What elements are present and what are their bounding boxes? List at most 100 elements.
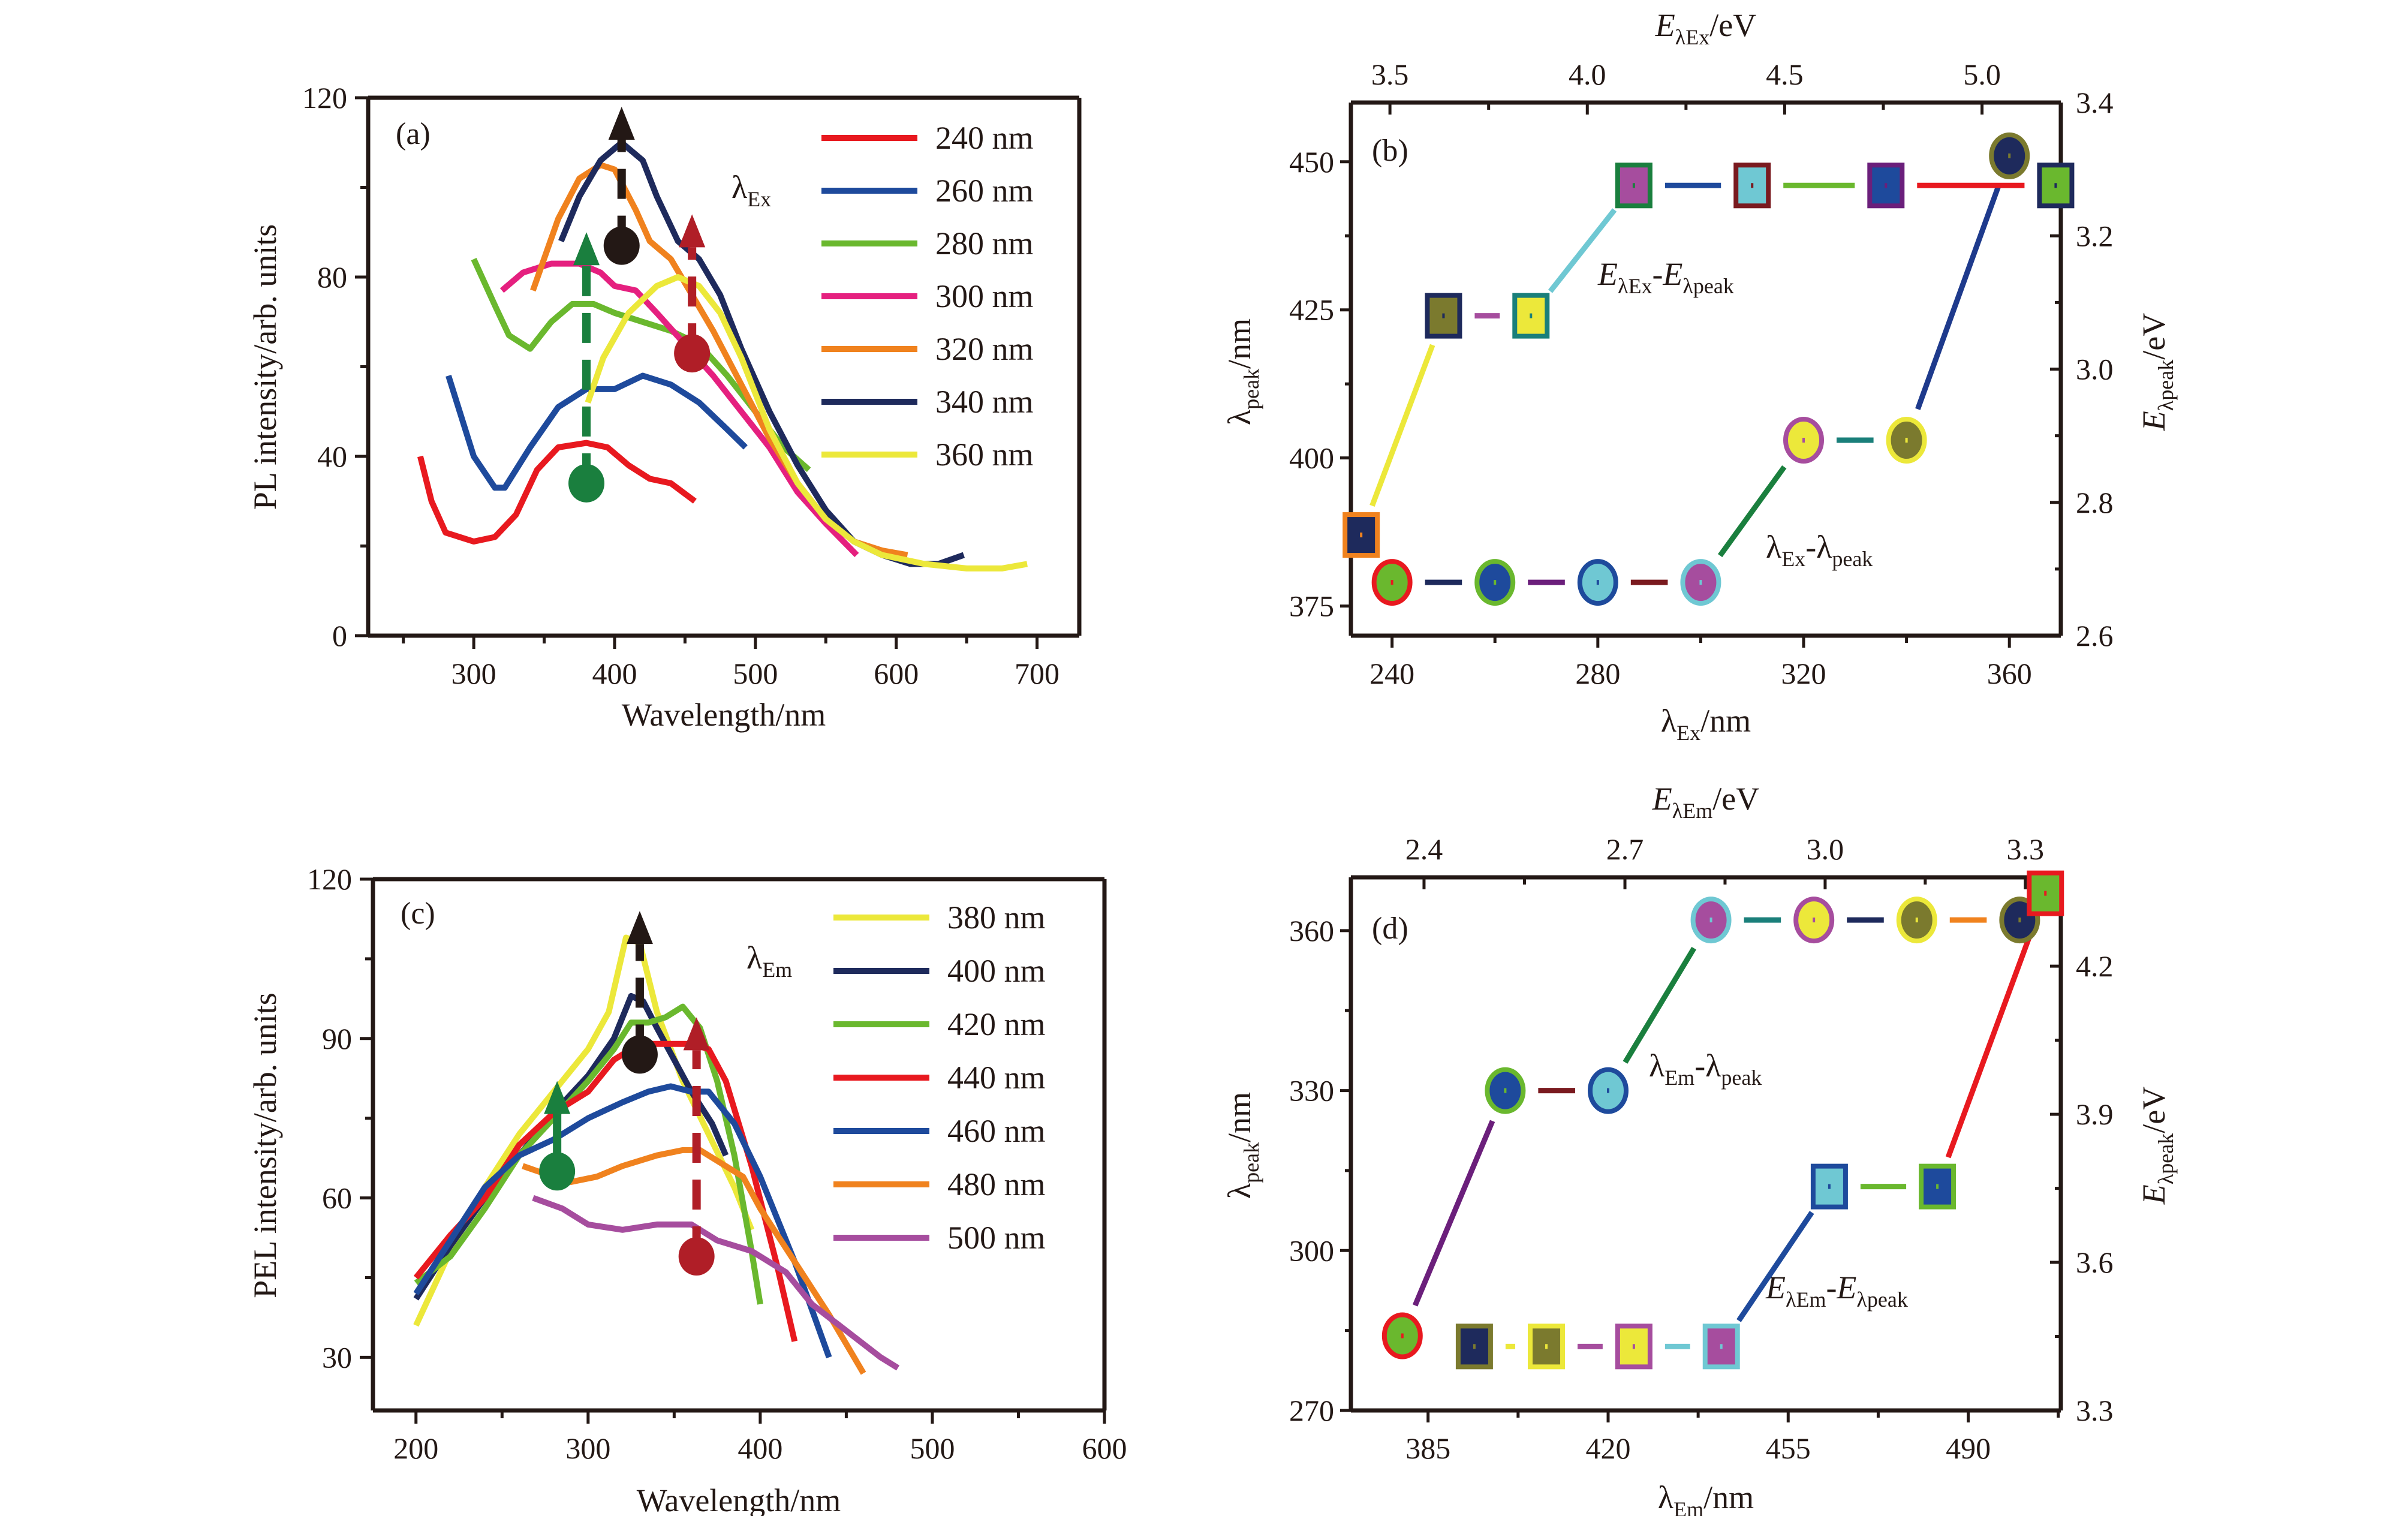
panel-b-annotation-energy: EλEx-Eλpeak <box>1597 256 1734 298</box>
panel-d-label: (d) <box>1372 912 1408 946</box>
right-main: E <box>2136 411 2172 431</box>
panel-b-annotation-wavelength: λEx-λpeak <box>1766 529 1873 571</box>
x-tick-label: 400 <box>592 657 637 690</box>
y-tick-label: 120 <box>307 862 352 896</box>
connector-line <box>1412 1120 1495 1307</box>
y-tick-label: 60 <box>322 1181 352 1215</box>
square-marker <box>1343 512 1380 558</box>
panel-b: (b) λEx/nm EλEx/eV λpeak/nm Eλpeak/eV Eλ… <box>1221 7 2178 745</box>
ann-part: λEx <box>1618 274 1652 298</box>
marker-dot <box>1545 1344 1548 1349</box>
connector-line <box>1945 921 2037 1159</box>
panel-d: (d) λEm/nm EλEm/eV λpeak/nm Eλpeak/eV λE… <box>1221 781 2178 1516</box>
y-tick-label: 425 <box>1289 293 1334 327</box>
marker-dot <box>2008 153 2011 158</box>
y-tick-label: 0 <box>332 619 347 652</box>
ylabel-sub: peak <box>1239 1142 1263 1183</box>
panel-a-legend-title: λEx <box>732 169 771 211</box>
top-tick-label: 4.0 <box>1569 58 1606 91</box>
y-tick-label: 300 <box>1289 1234 1334 1267</box>
panel-a-label: (a) <box>396 117 431 151</box>
marker-dot <box>1473 1344 1476 1349</box>
x-tick-label: 490 <box>1946 1431 1991 1465</box>
y-tick-label: 400 <box>1289 441 1334 475</box>
x-tick-label: 300 <box>565 1431 610 1465</box>
panel-c-xlabel: Wavelength/nm <box>637 1482 841 1516</box>
marker-dot <box>1915 918 1918 923</box>
panel-d-axes: 385 420 455 490 270 300 330 360 2.4 2.7 3.0 3.3 3.3 3… <box>1289 832 2114 1465</box>
series-line-360nm <box>585 274 1028 571</box>
arrow-origin-dot <box>568 464 605 503</box>
y-tick-label: 90 <box>322 1022 352 1055</box>
right-tail: /eV <box>2136 1087 2172 1133</box>
right-tick-label: 3.9 <box>2076 1097 2114 1131</box>
marker-dot <box>1802 438 1805 443</box>
y-tick-label: 450 <box>1289 145 1334 179</box>
ann-part: λEm <box>1786 1288 1826 1312</box>
ann-part: -E <box>1826 1270 1856 1306</box>
marker-dot <box>1596 580 1599 585</box>
connector-line <box>1623 946 1697 1064</box>
legend-label: 340 nm <box>935 384 1034 420</box>
marker-dot <box>1699 580 1702 585</box>
panel-c: (c) Wavelength/nm PEL intensity/arb. uni… <box>247 897 841 1516</box>
top-tick-label: 3.0 <box>1807 832 1844 866</box>
ylabel-main: λ <box>1221 1183 1257 1199</box>
y-tick-label: 30 <box>322 1340 352 1374</box>
arrow-head <box>573 232 600 266</box>
legend-title-sub: Em <box>762 958 792 982</box>
top-tick-label: 4.5 <box>1766 58 1804 91</box>
ann-part: peak <box>1832 547 1873 571</box>
panel-b-axes: 240 280 320 360 375 400 425 450 3.5 4.0 4.5 5.0 2.6 2… <box>1289 58 2114 690</box>
panel-c-legend-title: λEm <box>747 940 792 982</box>
ylabel-tail: /nm <box>1221 1092 1257 1142</box>
marker-dot <box>1360 533 1363 538</box>
panel-d-xlabel: λEm/nm <box>1658 1479 1754 1516</box>
xlabel-sub: Em <box>1673 1497 1703 1516</box>
top-main: E <box>1655 7 1675 43</box>
square-marker <box>1512 293 1550 339</box>
panel-c-ylabel: PEL intensity/arb. units <box>247 992 283 1298</box>
top-tick-label: 3.5 <box>1371 58 1409 91</box>
xlabel-tail: /nm <box>1703 1479 1754 1515</box>
right-tick-label: 3.3 <box>2076 1394 2114 1427</box>
right-tick-label: 3.4 <box>2076 86 2114 119</box>
panel-a-axes: 300 400 500 600 700 0 40 80 120 240 nm 260 nm 280 n… <box>302 81 1082 690</box>
arrow-head <box>679 214 706 248</box>
marker-dot <box>1390 580 1393 585</box>
legend-title-sub: Ex <box>747 187 771 211</box>
series-line-460nm <box>413 1083 832 1359</box>
top-main: E <box>1652 781 1672 817</box>
y-tick-label: 40 <box>317 440 347 473</box>
right-tick-label: 3.2 <box>2076 219 2114 252</box>
connector-line <box>1369 344 1435 507</box>
connector-line <box>1736 1211 1814 1322</box>
ann-part: -λ <box>1805 529 1832 565</box>
x-tick-label: 385 <box>1405 1431 1450 1465</box>
marker-dot <box>1632 1344 1635 1349</box>
right-tick-label: 4.2 <box>2076 949 2114 983</box>
right-main: E <box>2136 1184 2172 1205</box>
panel-d-annotation-wavelength: λEm-λpeak <box>1649 1048 1762 1090</box>
right-tick-label: 2.6 <box>2076 619 2114 652</box>
ylabel-main: λ <box>1221 410 1257 425</box>
right-tail: /eV <box>2136 313 2172 360</box>
series-line-420nm <box>414 1003 763 1305</box>
xlabel-main: λ <box>1661 703 1676 739</box>
legend-title-main: λ <box>732 169 747 205</box>
connector-line <box>1548 208 1617 293</box>
x-tick-label: 420 <box>1585 1431 1630 1465</box>
x-tick-label: 240 <box>1369 657 1414 690</box>
arrow-origin-dot <box>621 1035 658 1074</box>
legend-label: 280 nm <box>935 225 1034 261</box>
panel-a-ylabel: PL intensity/arb. units <box>247 224 283 510</box>
x-tick-label: 360 <box>1987 657 2032 690</box>
panel-d-top-xlabel: EλEm/eV <box>1652 781 1759 823</box>
series-line-240nm <box>417 440 697 545</box>
ann-part: Ex <box>1781 547 1805 571</box>
marker-dot <box>1494 580 1497 585</box>
series-line-480nm <box>522 1147 866 1375</box>
top-tick-label: 3.3 <box>2007 832 2045 866</box>
legend-label: 360 nm <box>935 437 1034 473</box>
top-sub: λEm <box>1672 799 1712 823</box>
